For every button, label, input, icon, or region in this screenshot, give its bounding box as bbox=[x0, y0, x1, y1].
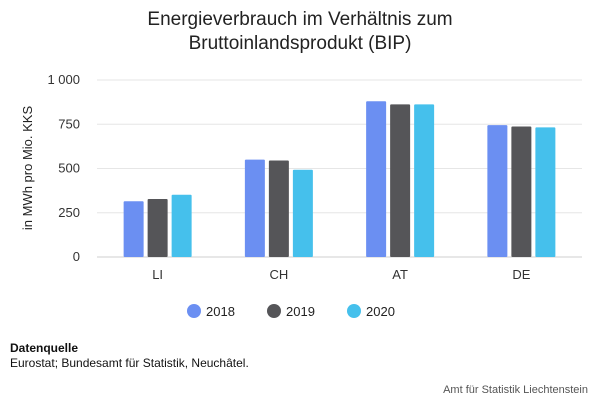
x-tick-label: CH bbox=[269, 267, 288, 282]
legend-label: 2019 bbox=[286, 304, 315, 319]
legend-label: 2018 bbox=[206, 304, 235, 319]
x-axis-ticks: LI CH AT DE bbox=[152, 267, 531, 282]
gridlines bbox=[97, 79, 582, 258]
source-heading: Datenquelle bbox=[10, 341, 79, 355]
chart-title: Energieverbrauch im Verhältnis zum Brutt… bbox=[147, 9, 453, 54]
bar-de-2020[interactable] bbox=[535, 127, 556, 257]
y-tick-label: 750 bbox=[58, 116, 80, 131]
bars bbox=[123, 101, 556, 258]
y-axis-label: in MWh pro Mio. KKS bbox=[20, 106, 35, 231]
bar-ch-2019[interactable] bbox=[268, 160, 289, 257]
bar-de-2018[interactable] bbox=[487, 125, 508, 257]
legend-label: 2020 bbox=[366, 304, 395, 319]
x-tick-label: DE bbox=[512, 267, 530, 282]
y-tick-label: 1 000 bbox=[47, 72, 80, 87]
x-tick-label: LI bbox=[152, 267, 163, 282]
publisher-credit: Amt für Statistik Liechtenstein bbox=[443, 384, 588, 396]
legend-item-2020[interactable]: 2020 bbox=[347, 304, 395, 319]
legend[interactable]: 2018 2019 2020 bbox=[187, 304, 395, 319]
bar-at-2019[interactable] bbox=[390, 104, 411, 258]
bar-li-2019[interactable] bbox=[147, 198, 168, 257]
bar-li-2018[interactable] bbox=[123, 201, 144, 257]
bar-de-2019[interactable] bbox=[511, 126, 532, 258]
legend-item-2018[interactable]: 2018 bbox=[187, 304, 235, 319]
legend-swatch bbox=[347, 304, 361, 318]
bar-ch-2020[interactable] bbox=[292, 169, 313, 257]
bar-at-2020[interactable] bbox=[414, 104, 435, 258]
bar-at-2018[interactable] bbox=[366, 101, 387, 258]
bar-ch-2018[interactable] bbox=[244, 159, 265, 257]
y-tick-label: 500 bbox=[58, 161, 80, 176]
source-text: Eurostat; Bundesamt für Statistik, Neuch… bbox=[10, 356, 249, 370]
legend-swatch bbox=[187, 304, 201, 318]
y-tick-label: 0 bbox=[73, 249, 80, 264]
y-tick-label: 250 bbox=[58, 205, 80, 220]
legend-swatch bbox=[267, 304, 281, 318]
x-tick-label: AT bbox=[392, 267, 408, 282]
y-axis-ticks: 0 250 500 750 1 000 bbox=[47, 72, 80, 264]
bar-li-2020[interactable] bbox=[171, 194, 192, 257]
legend-item-2019[interactable]: 2019 bbox=[267, 304, 315, 319]
